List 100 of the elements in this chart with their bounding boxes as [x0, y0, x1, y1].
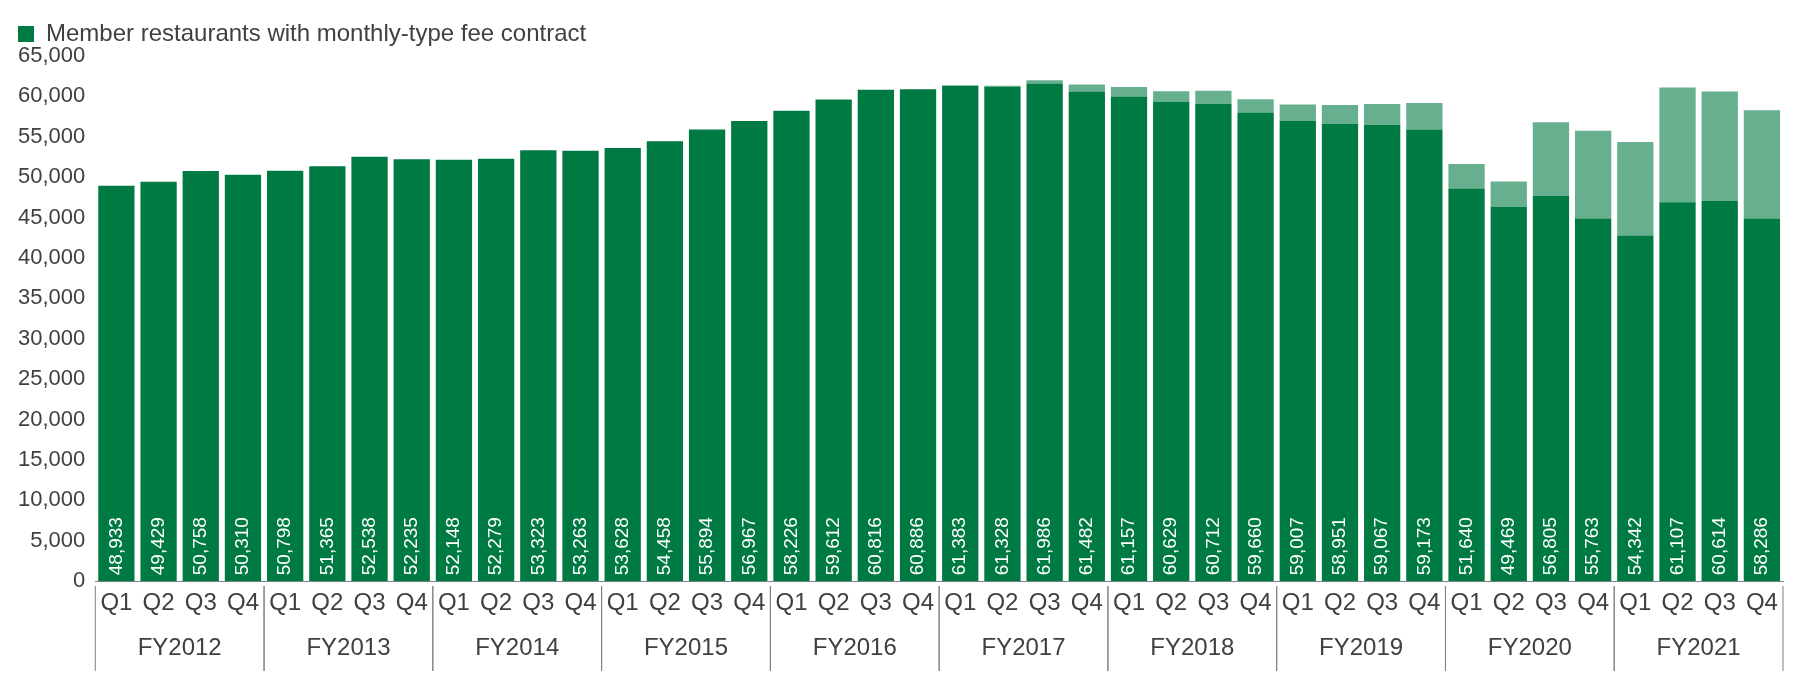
- y-tick-label: 10,000: [17, 486, 86, 512]
- y-tick-label: 45,000: [17, 203, 86, 229]
- x-tick-label: Q4: [564, 588, 597, 616]
- x-tick-label: Q2: [142, 588, 175, 616]
- total-label: 54,342: [1623, 517, 1645, 576]
- total-label: 52,148: [442, 517, 464, 576]
- total-label: 55,763: [1581, 517, 1603, 576]
- x-tick-label: Q3: [691, 588, 724, 616]
- x-tick-label: Q3: [1534, 588, 1567, 616]
- y-tick-label: 35,000: [17, 284, 86, 310]
- y-tick-label: 60,000: [17, 82, 86, 108]
- x-tick-label: Q2: [648, 588, 681, 616]
- x-tick-label: Q2: [1155, 588, 1188, 616]
- x-tick-label: Q3: [1028, 588, 1061, 616]
- total-label: 60,816: [864, 517, 886, 576]
- y-tick-label: 0: [73, 567, 86, 593]
- x-tick-label: Q1: [606, 588, 639, 616]
- x-tick-label: Q2: [1323, 588, 1356, 616]
- x-tick-label: Q1: [775, 588, 808, 616]
- x-tick-label: Q2: [1661, 588, 1694, 616]
- total-label: 52,279: [484, 517, 506, 576]
- text: FY2021: [1656, 632, 1741, 660]
- x-tick-label: Q2: [986, 588, 1019, 616]
- x-tick-label: Q2: [480, 588, 513, 616]
- x-tick-label: Q2: [311, 588, 344, 616]
- total-label: 59,007: [1286, 517, 1308, 576]
- y-tick-label: 55,000: [17, 122, 86, 148]
- total-label: 49,429: [146, 517, 168, 576]
- x-tick-label: Q1: [1450, 588, 1483, 616]
- total-label: 61,383: [948, 517, 970, 576]
- x-tick-label: Q3: [1197, 588, 1230, 616]
- text: FY2017: [981, 632, 1066, 660]
- total-label: 49,469: [1496, 517, 1518, 576]
- text: FY2019: [1319, 632, 1404, 660]
- x-tick-label: Q3: [522, 588, 555, 616]
- total-label: 61,107: [1665, 517, 1687, 576]
- total-label: 61,157: [1117, 517, 1139, 576]
- x-tick-label: Q3: [1703, 588, 1736, 616]
- total-label: 59,660: [1243, 517, 1265, 576]
- x-tick-label: Q3: [353, 588, 386, 616]
- total-label: 52,538: [357, 517, 379, 576]
- total-label: 60,886: [906, 517, 928, 576]
- x-tick-label: Q2: [817, 588, 850, 616]
- x-tick-label: Q1: [1281, 588, 1314, 616]
- x-tick-label: Q4: [1239, 588, 1272, 616]
- text: FY2016: [812, 632, 897, 660]
- y-tick-label: 40,000: [17, 244, 86, 270]
- x-tick-label: Q1: [100, 588, 133, 616]
- text: FY2018: [1150, 632, 1235, 660]
- total-label: 48,933: [104, 517, 126, 576]
- total-label: 51,365: [315, 517, 337, 576]
- total-label: 60,614: [1707, 516, 1729, 576]
- total-label: 50,798: [273, 517, 295, 576]
- total-label: 60,629: [1159, 517, 1181, 576]
- x-tick-label: Q4: [1070, 588, 1103, 616]
- x-tick-label: Q1: [437, 588, 470, 616]
- total-label: 54,458: [653, 517, 675, 576]
- text: FY2020: [1487, 632, 1572, 660]
- total-label: 59,612: [821, 517, 843, 576]
- x-tick-label: Q4: [226, 588, 259, 616]
- total-label: 61,986: [1032, 517, 1054, 576]
- total-label: 52,235: [399, 517, 421, 576]
- text: FY2015: [643, 632, 729, 660]
- total-label: 59,173: [1412, 517, 1434, 576]
- x-tick-label: Q1: [1113, 588, 1146, 616]
- x-tick-label: Q1: [1619, 588, 1652, 616]
- y-tick-label: 25,000: [17, 365, 86, 391]
- x-tick-label: Q4: [1745, 588, 1778, 616]
- y-tick-label: 15,000: [17, 446, 86, 472]
- x-tick-label: Q4: [395, 588, 428, 616]
- x-tick-label: Q4: [902, 588, 935, 616]
- total-label: 58,286: [1750, 517, 1772, 576]
- total-label: 56,967: [737, 517, 759, 576]
- total-label: 53,323: [526, 517, 548, 576]
- x-tick-label: Q3: [1366, 588, 1399, 616]
- total-label: 51,640: [1454, 517, 1476, 576]
- total-label: 60,712: [1201, 517, 1223, 576]
- y-tick-label: 30,000: [17, 324, 86, 350]
- x-tick-label: Q2: [1492, 588, 1525, 616]
- total-label: 53,628: [610, 517, 632, 576]
- x-tick-label: Q3: [184, 588, 217, 616]
- total-label: 59,067: [1370, 517, 1392, 576]
- y-tick-label: 20,000: [17, 405, 86, 431]
- total-label: 50,310: [231, 517, 253, 576]
- x-tick-label: Q4: [1408, 588, 1441, 616]
- total-label: 50,758: [189, 517, 211, 576]
- total-label: 53,263: [568, 517, 590, 576]
- text: FY2013: [306, 632, 391, 660]
- y-tick-label: 5,000: [30, 526, 86, 552]
- text: FY2012: [137, 632, 222, 660]
- x-tick-label: Q3: [859, 588, 892, 616]
- text: FY2014: [475, 632, 560, 660]
- total-label: 55,894: [695, 516, 717, 576]
- total-label: 58,951: [1328, 517, 1350, 576]
- y-tick-label: 50,000: [17, 163, 86, 189]
- x-tick-label: Q1: [269, 588, 302, 616]
- x-tick-label: Q4: [733, 588, 766, 616]
- total-label: 58,226: [779, 517, 801, 576]
- total-label: 61,482: [1075, 517, 1097, 576]
- total-label: 61,328: [990, 517, 1012, 576]
